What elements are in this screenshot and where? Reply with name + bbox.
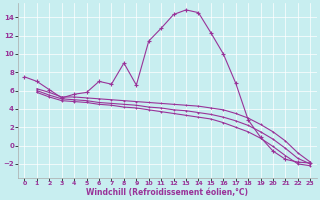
X-axis label: Windchill (Refroidissement éolien,°C): Windchill (Refroidissement éolien,°C)	[86, 188, 248, 197]
